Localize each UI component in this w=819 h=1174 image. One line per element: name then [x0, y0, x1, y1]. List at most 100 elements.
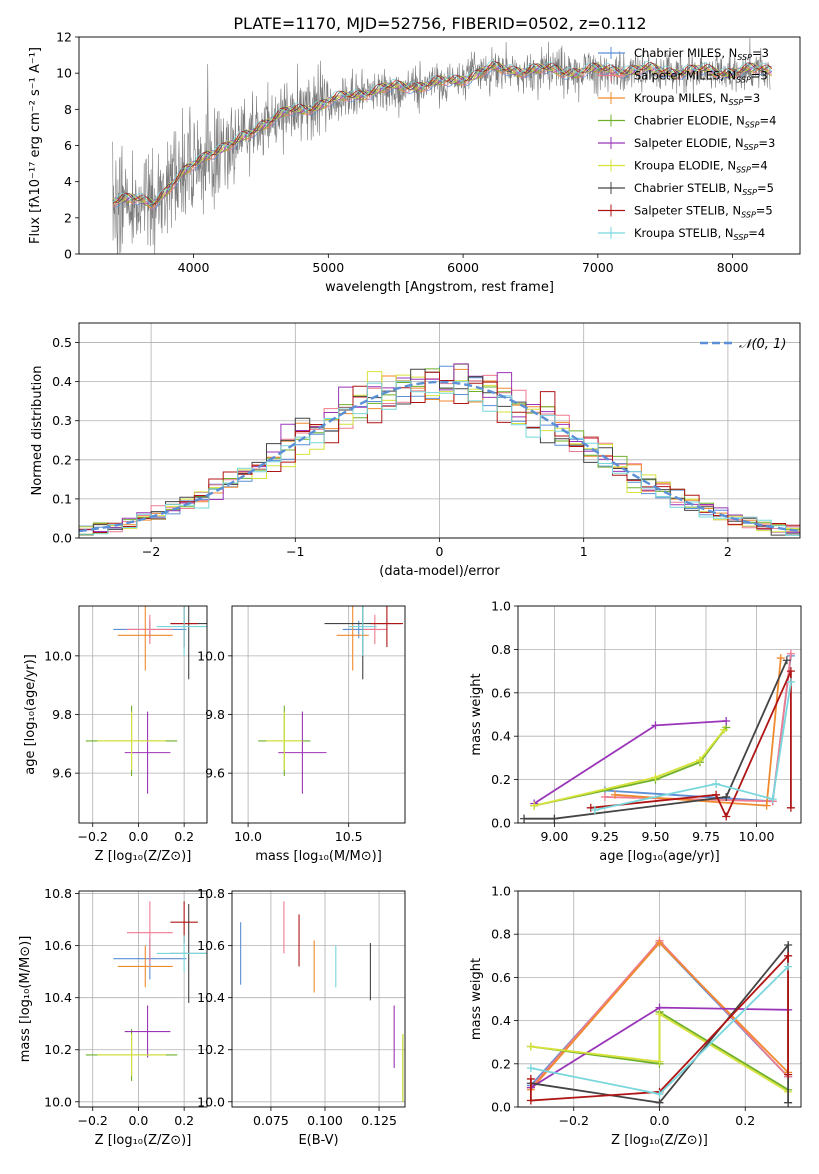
legend-entry-subscript: SSP: [729, 98, 744, 107]
spectrum-ytick-label: 10: [56, 66, 72, 81]
weight_vs_age-marker-7-2: [722, 812, 731, 821]
legend-entry-subscript: SSP: [741, 211, 756, 220]
mass_vs_Z-xtick-label: 0.2: [174, 1113, 194, 1128]
legend-entry-name: Salpeter MILES, N: [634, 69, 736, 83]
residuals-ytick-label: 0.0: [52, 531, 72, 546]
weight_vs_age-series-1: [604, 653, 792, 803]
weight_vs_age-marker-5-2: [695, 756, 704, 765]
residuals-ytick-label: 0.1: [52, 491, 72, 506]
residual-hist-8: [79, 380, 800, 536]
weight_vs_age-ytick-label: 0.8: [491, 642, 511, 657]
spectrum-ytick-label: 0: [64, 247, 72, 262]
mass_vs_Z-point-5: [97, 1034, 166, 1076]
age_vs_mass-ytick-label: 9.8: [205, 707, 225, 722]
weight_vs_age-series-5: [533, 729, 725, 807]
weight_vs_age-marker-8-3: [786, 677, 795, 686]
legend-entry-subscript: SSP: [737, 53, 752, 62]
weight_vs_age-marker-4-2: [722, 717, 731, 726]
age_vs_mass-xtick-label: 10.0: [234, 829, 262, 844]
weight_vs_Z-marker-7-3: [784, 951, 793, 960]
age_vs_Z-ytick-label: 9.6: [52, 766, 72, 781]
residuals-frame: [78, 322, 801, 539]
weight_vs_age-marker-5-1: [651, 773, 660, 782]
legend-entry-name: Kroupa ELODIE, N: [634, 159, 736, 173]
weight_vs_age-marker-2-1: [762, 801, 771, 810]
mass_vs_ebv-ytick-label: 10.6: [197, 938, 225, 953]
weight_vs_Z-xlabel: Z [log₁₀(Z/Z⊙)]: [611, 1133, 708, 1148]
age_vs_Z-point-4: [124, 711, 171, 794]
mass_vs_Z-point-4: [124, 1005, 171, 1058]
residuals-xtick-label: 0: [436, 544, 444, 559]
age_vs_mass-point-5: [266, 711, 303, 771]
mass_vs_Z-point-8: [156, 935, 207, 972]
mass_vs_ebv-xtick-label: 0.100: [307, 1113, 343, 1128]
legend-entry-count: =3: [743, 91, 760, 105]
weight_vs_age-ylabel: mass weight: [469, 673, 484, 755]
mass_vs_ebv-xtick-label: 0.125: [361, 1113, 397, 1128]
weight_vs_age-xlabel: age [log₁₀(age/yr)]: [599, 849, 720, 864]
age_vs_Z-point-8: [156, 606, 207, 656]
residuals-axes: −2 −1 0 1 2 0.0 0.1 0.2 0.3 0.4 0.5 (data-model)/er…: [30, 323, 800, 579]
mass_vs_ebv-ytick-label: 10.2: [197, 1042, 225, 1057]
weight_vs_age-marker-1-0: [600, 792, 609, 801]
legend-entry-count: =5: [757, 181, 774, 195]
spectrum-ytick-label: 12: [56, 30, 72, 45]
mass_vs_ebv-xtick-label: 0.075: [253, 1113, 289, 1128]
weight_vs_age-ytick-label: 0.6: [491, 685, 511, 700]
legend-entry-2: Kroupa MILES, NSSP=3: [634, 91, 760, 107]
weight_vs_age-marker-7-3: [786, 667, 795, 676]
age_vs_Z-axes: −0.2 0.0 0.2 9.6 9.8 10.0 Z [log₁₀(Z/Z⊙)] age […: [23, 606, 207, 864]
age_vs_mass-frame: [231, 605, 406, 824]
legend-entry-name: Salpeter STELIB, N: [634, 204, 741, 218]
legend-entry-subscript: SSP: [734, 233, 749, 242]
weight_vs_Z-plot-area: [526, 936, 793, 1107]
mass_vs_Z-xtick-label: 0.0: [128, 1113, 148, 1128]
weight_vs_Z-frame: [517, 890, 802, 1108]
residuals-ytick-label: 0.4: [52, 374, 72, 389]
weight_vs_age-frame: [517, 605, 802, 824]
residuals-ytick-label: 0.2: [52, 452, 72, 467]
weight_vs_Z-marker-6-1: [655, 1098, 664, 1107]
weight_vs_Z-marker-8-2: [784, 962, 793, 971]
weight_vs_age-marker-6-0: [520, 814, 529, 823]
mass_vs_Z-axes: −0.2 0.0 0.2 10.0 10.2 10.4 10.6 10.8 Z [log₁₀(Z…: [18, 886, 207, 1148]
weight_vs_Z-marker-5-1: [655, 1057, 664, 1066]
legend-entry-name: Chabrier MILES, N: [634, 46, 737, 60]
age_vs_mass-point-8: [348, 606, 377, 656]
figure-title: PLATE=1170, MJD=52756, FIBERID=0502, z=0…: [233, 14, 646, 33]
age_vs_Z-xtick-label: 0.0: [128, 829, 148, 844]
weight_vs_Z-marker-5-0: [526, 1042, 535, 1051]
age_vs_Z-point-5: [97, 711, 166, 771]
weight_vs_age-marker-7-1: [712, 790, 721, 799]
legend-entry-subscript: SSP: [744, 143, 759, 152]
age_vs_mass-point-7: [370, 606, 403, 648]
spectrum-xtick-label: 5000: [312, 260, 344, 275]
residuals-plot-area: [79, 363, 800, 536]
mass_vs_Z-ytick-label: 10.2: [44, 1042, 72, 1057]
spectrum-ytick-label: 8: [64, 102, 72, 117]
spectrum-plot-area: [112, 37, 773, 254]
mass_vs_Z-xtick-label: −0.2: [78, 1113, 108, 1128]
age_vs_Z-point-2: [117, 606, 173, 671]
legend-entry-3: Chabrier ELODIE, NSSP=4: [634, 114, 776, 130]
age_vs_Z-xlabel: Z [log₁₀(Z/Z⊙)]: [95, 849, 192, 864]
weight_vs_Z-ylabel: mass weight: [469, 958, 484, 1040]
legend-entry-name: Salpeter ELODIE, N: [634, 136, 744, 150]
legend-entry-subscript: SSP: [736, 76, 751, 85]
legend-entry-subscript: SSP: [742, 188, 757, 197]
spectrum-xlabel: wavelength [Angstrom, rest frame]: [325, 280, 554, 295]
weight_vs_Z-marker-2-1: [655, 938, 664, 947]
age_vs_mass-point-2: [336, 606, 369, 671]
mass_vs_ebv-frame: [231, 890, 406, 1108]
legend-entry-7: Salpeter STELIB, NSSP=5: [634, 204, 773, 220]
legend-entry-name: Chabrier STELIB, N: [634, 181, 742, 195]
weight_vs_age-xtick-label: 9.50: [642, 829, 670, 844]
spectrum-ylabel: Flux [fλ10⁻¹⁷ erg cm⁻² s⁻¹ A⁻¹]: [28, 47, 43, 244]
spectrum-ytick-label: 2: [64, 210, 72, 225]
weight_vs_Z-marker-7-4: [784, 1070, 793, 1079]
age_vs_Z-point-1: [127, 614, 173, 645]
weight_vs_age-ytick-label: 0.2: [491, 772, 511, 787]
